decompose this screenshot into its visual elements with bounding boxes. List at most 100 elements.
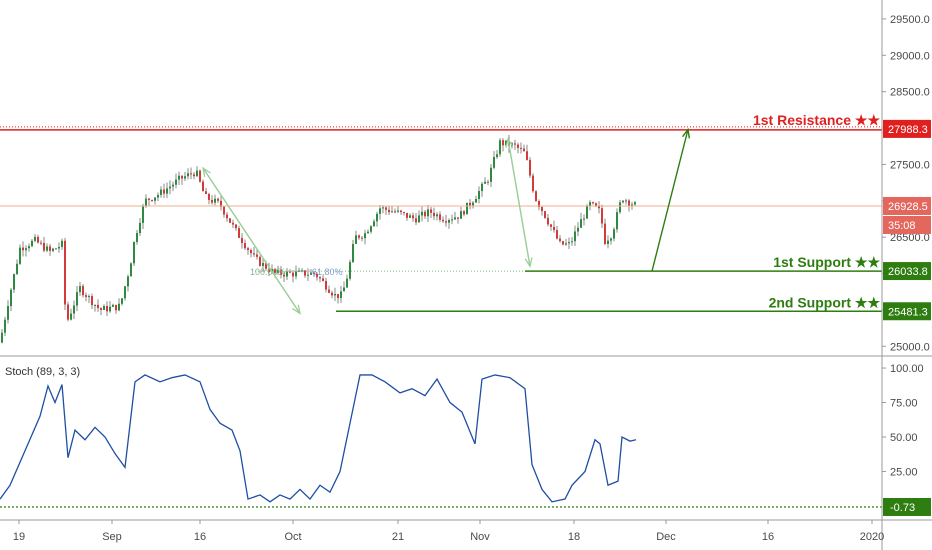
candle-body (46, 246, 48, 251)
candle-body (244, 243, 246, 249)
candle-body (304, 270, 306, 276)
candle-body (118, 303, 120, 311)
time-tick-label: 2020 (860, 531, 884, 543)
candle-body (355, 235, 357, 244)
candle-body (340, 291, 342, 299)
candle-body (622, 200, 624, 203)
fib-label: 61.80% (312, 267, 343, 277)
candle-body (373, 221, 375, 227)
candle-body (376, 213, 378, 222)
time-tick-label: Dec (656, 531, 676, 543)
candle-body (88, 295, 90, 297)
candle-body (550, 224, 552, 227)
drop-arrow-back (507, 138, 531, 267)
candle-body (61, 240, 63, 247)
candle-body (10, 289, 12, 306)
candle-body (154, 197, 156, 201)
time-tick-label: 16 (194, 531, 206, 543)
candle-body (289, 271, 291, 273)
candle-body (325, 280, 327, 290)
candle-body (367, 231, 369, 234)
candle-body (334, 293, 336, 296)
candle-body (493, 157, 495, 168)
candle-body (7, 305, 9, 320)
price-tag-label: 26033.8 (888, 266, 928, 278)
candle-body (562, 241, 564, 245)
candle-body (568, 242, 570, 244)
price-tag-label: 25481.3 (888, 306, 928, 318)
candle-body (526, 151, 528, 160)
candle-body (559, 238, 561, 242)
candle-body (430, 209, 432, 213)
candle-body (106, 305, 108, 312)
candle-body (454, 217, 456, 220)
candle-body (613, 229, 615, 239)
candle-body (148, 198, 150, 200)
stoch-tick-label: 25.00 (890, 466, 918, 478)
price-tick-label: 29000.0 (890, 50, 930, 62)
candle-body (286, 271, 288, 277)
candle-body (574, 231, 576, 242)
time-tick-label: 18 (568, 531, 580, 543)
price-tag (883, 215, 931, 234)
candle-body (499, 140, 501, 155)
candle-body (232, 222, 234, 225)
candle-body (226, 214, 228, 219)
candle-body (136, 233, 138, 242)
candle-body (166, 188, 168, 194)
candle-body (469, 202, 471, 206)
candle-body (328, 289, 330, 293)
candle-body (322, 278, 324, 281)
candle-body (394, 211, 396, 213)
candle-body (424, 211, 426, 217)
candle-body (466, 202, 468, 215)
price-tick-label: 28500.0 (890, 87, 930, 99)
candle-body (439, 214, 441, 220)
candle-body (235, 224, 237, 229)
stoch-value-tag (883, 497, 931, 516)
candle-body (22, 247, 24, 251)
candle-body (595, 203, 597, 207)
candle-body (40, 242, 42, 244)
candle-body (142, 206, 144, 223)
candle-body (448, 220, 450, 223)
candle-body (352, 243, 354, 263)
candle-body (85, 295, 87, 297)
candle-body (319, 277, 321, 279)
stoch-tick-label: 75.00 (890, 398, 918, 410)
candle-body (157, 194, 159, 198)
candle-body (139, 222, 141, 234)
price-tag-label: 35:08 (888, 220, 916, 232)
candle-body (196, 170, 198, 177)
candle-body (370, 226, 372, 232)
candle-body (589, 202, 591, 207)
candle-body (175, 179, 177, 185)
candle-body (433, 212, 435, 217)
candle-body (19, 247, 21, 264)
candle-body (331, 292, 333, 296)
candle-body (109, 306, 111, 312)
stoch-pane: Stoch (89, 3, 3) (0, 366, 882, 508)
candle-body (112, 304, 114, 307)
candle-body (211, 199, 213, 203)
projection-arrow-head (682, 127, 691, 139)
price-tick-label: 26500.0 (890, 232, 930, 244)
candle-body (94, 304, 96, 306)
candle-body (253, 253, 255, 255)
candle-body (451, 219, 453, 221)
time-tick-label: Oct (284, 531, 301, 543)
candle-body (151, 199, 153, 201)
candle-body (427, 209, 429, 217)
candle-body (343, 287, 345, 292)
candle-body (418, 215, 420, 223)
candle-body (313, 272, 315, 274)
candle-body (160, 189, 162, 195)
candle-body (115, 304, 117, 311)
candle-body (292, 272, 294, 277)
candle-body (364, 233, 366, 239)
candle-body (586, 206, 588, 219)
candle-body (301, 270, 303, 272)
candle-body (556, 230, 558, 239)
candle-body (592, 202, 594, 204)
candle-body (400, 210, 402, 213)
